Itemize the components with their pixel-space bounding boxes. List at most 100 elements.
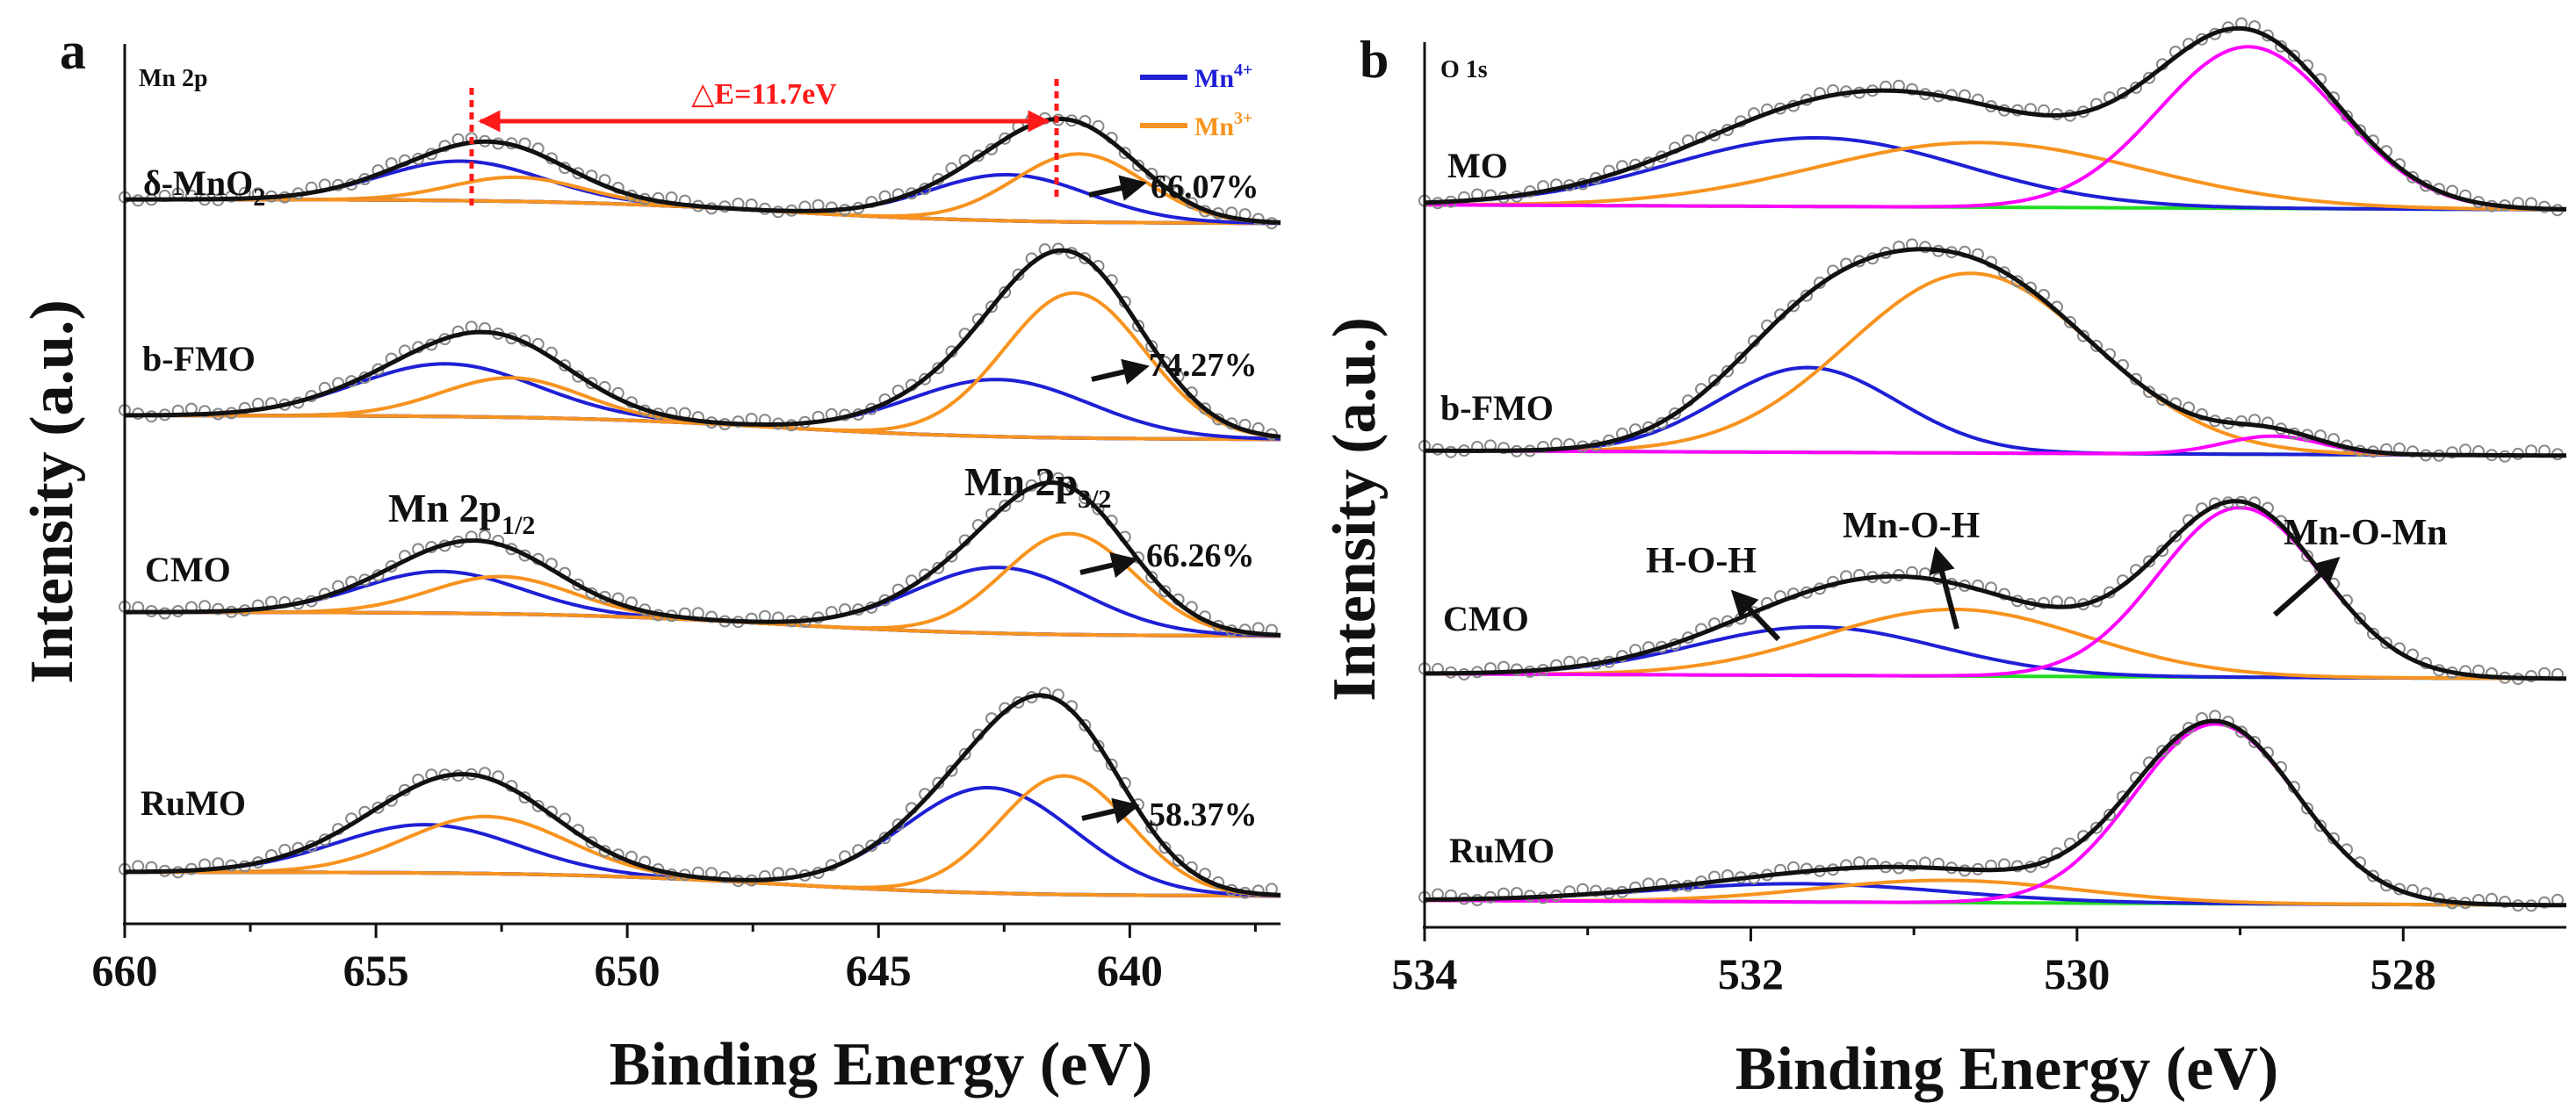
pct-label-rumo: 58.37% bbox=[1149, 796, 1258, 833]
pct-arrow-dmno2 bbox=[1088, 175, 1147, 201]
raw-data-point bbox=[2248, 736, 2261, 748]
panel-b-ylabel: Intensity (a.u.) bbox=[1321, 317, 1389, 702]
raw-data-point bbox=[2499, 896, 2511, 908]
panel-b-curves bbox=[1418, 17, 2567, 912]
sample-label-rumo: RuMO bbox=[141, 783, 246, 823]
raw-data-point bbox=[825, 201, 838, 214]
x-tick-label: 534 bbox=[1392, 949, 1458, 998]
fitted-envelope bbox=[1425, 499, 2566, 681]
raw-data-point bbox=[1158, 841, 1172, 854]
x-tick-label: 655 bbox=[343, 946, 409, 995]
raw-data-point bbox=[999, 285, 1012, 299]
component-arrow-hoh bbox=[1730, 589, 1781, 642]
raw-data-point bbox=[1906, 83, 1918, 96]
component-label-hoh: H-O-H bbox=[1646, 541, 1757, 581]
component-peak bbox=[124, 823, 1281, 898]
panel-a-legend: Mn4+ Mn3+ bbox=[1140, 61, 1252, 141]
raw-data-point bbox=[2077, 329, 2089, 342]
raw-data-point bbox=[1787, 299, 1800, 313]
raw-data-point bbox=[531, 799, 545, 812]
raw-data-point bbox=[1590, 884, 1602, 897]
pct-label-dmno2: 66.07% bbox=[1151, 169, 1259, 205]
component-peak bbox=[1424, 625, 2566, 681]
raw-data-point bbox=[2288, 49, 2300, 62]
x-tick-label: 640 bbox=[1097, 946, 1163, 995]
raw-data-point bbox=[2130, 81, 2142, 94]
raw-data-point bbox=[2538, 896, 2551, 909]
raw-data-point bbox=[2156, 544, 2168, 558]
pct-label-cmo: 66.26% bbox=[1146, 537, 1255, 574]
spectrum-cmo bbox=[119, 472, 1281, 638]
raw-data-point bbox=[1252, 884, 1265, 897]
raw-data-point bbox=[2235, 725, 2248, 739]
raw-data-point bbox=[1079, 718, 1092, 731]
fitted-envelope bbox=[125, 480, 1281, 638]
raw-data-point bbox=[2064, 315, 2076, 328]
spectrum-bfmo bbox=[1418, 238, 2566, 463]
spectrum-mo bbox=[1418, 17, 2567, 217]
raw-data-point bbox=[1038, 687, 1051, 700]
component-label-moh: Mn-O-H bbox=[1843, 506, 1980, 546]
spectrum-rumo bbox=[119, 687, 1281, 899]
spectrum-bfmo bbox=[119, 242, 1281, 442]
delta-e-annotation: △E=11.7eV bbox=[469, 78, 1059, 207]
pct-arrow-bfmo bbox=[1091, 358, 1150, 386]
spectrum-mno bbox=[119, 112, 1281, 230]
raw-data-point bbox=[2406, 445, 2419, 458]
raw-data-point bbox=[1145, 571, 1158, 584]
x-tick-label: 532 bbox=[1718, 949, 1784, 998]
fitted-envelope bbox=[124, 248, 1281, 439]
raw-data-point bbox=[2301, 802, 2313, 815]
pct-arrow-rumo bbox=[1081, 797, 1140, 825]
raw-data-point bbox=[1079, 492, 1092, 505]
raw-data-point bbox=[2301, 550, 2313, 563]
raw-data-point bbox=[945, 550, 958, 563]
raw-data-point bbox=[945, 764, 958, 777]
raw-data-point bbox=[932, 561, 945, 574]
raw-data-point bbox=[585, 377, 598, 390]
raw-data-point bbox=[1012, 695, 1025, 709]
fitted-envelope bbox=[1424, 25, 2567, 212]
fitted-envelope bbox=[124, 693, 1281, 897]
raw-data-point bbox=[958, 747, 971, 760]
o1s-sample-label-bfmo: b-FMO bbox=[1440, 388, 1554, 428]
raw-data-point bbox=[2090, 339, 2103, 352]
raw-data-point bbox=[1092, 502, 1105, 515]
raw-data-point bbox=[2275, 40, 2287, 53]
raw-data-point bbox=[2354, 612, 2366, 625]
component-peak bbox=[1425, 141, 2566, 212]
component-label-mom: Mn-O-Mn bbox=[2284, 513, 2448, 553]
legend-mn4-label: Mn4+ bbox=[1194, 61, 1252, 93]
legend-mn3-label: Mn3+ bbox=[1194, 109, 1252, 141]
sample-label-bfmo: b-FMO bbox=[142, 339, 256, 378]
spectrum-cmo bbox=[1418, 495, 2566, 686]
raw-data-point bbox=[1092, 739, 1105, 753]
pct-arrow-cmo bbox=[1079, 551, 1138, 579]
raw-data-point bbox=[1145, 340, 1158, 353]
raw-data-point bbox=[932, 362, 945, 375]
panel-a-ylabel: Intensity (a.u.) bbox=[18, 299, 86, 684]
panel-a-title: Mn 2p bbox=[139, 65, 208, 92]
raw-data-point bbox=[2143, 71, 2155, 84]
x-tick-label: 650 bbox=[595, 946, 660, 995]
component-arrow-mom bbox=[2273, 557, 2341, 617]
panel-b-label: b bbox=[1360, 31, 1389, 89]
raw-data-point bbox=[2169, 530, 2182, 543]
raw-data-point bbox=[1199, 402, 1211, 415]
raw-data-point bbox=[1800, 289, 1813, 302]
component-peak bbox=[125, 774, 1281, 897]
panel-b-title: O 1s bbox=[1440, 56, 1488, 83]
component-peak bbox=[1425, 365, 2566, 458]
panel-b-x-ticks: 534 532 530 528 bbox=[1392, 927, 2436, 998]
raw-data-point bbox=[1998, 266, 2010, 279]
raw-data-point bbox=[865, 840, 878, 853]
component-peak bbox=[1425, 271, 2566, 458]
raw-data-point bbox=[2103, 808, 2116, 821]
raw-data-point bbox=[919, 372, 932, 386]
raw-data-point bbox=[2196, 32, 2208, 46]
raw-data-point bbox=[891, 818, 905, 831]
raw-data-point bbox=[1118, 147, 1131, 160]
raw-data-point bbox=[1079, 252, 1092, 265]
raw-data-point bbox=[1537, 441, 1549, 453]
raw-data-point bbox=[2156, 745, 2168, 758]
